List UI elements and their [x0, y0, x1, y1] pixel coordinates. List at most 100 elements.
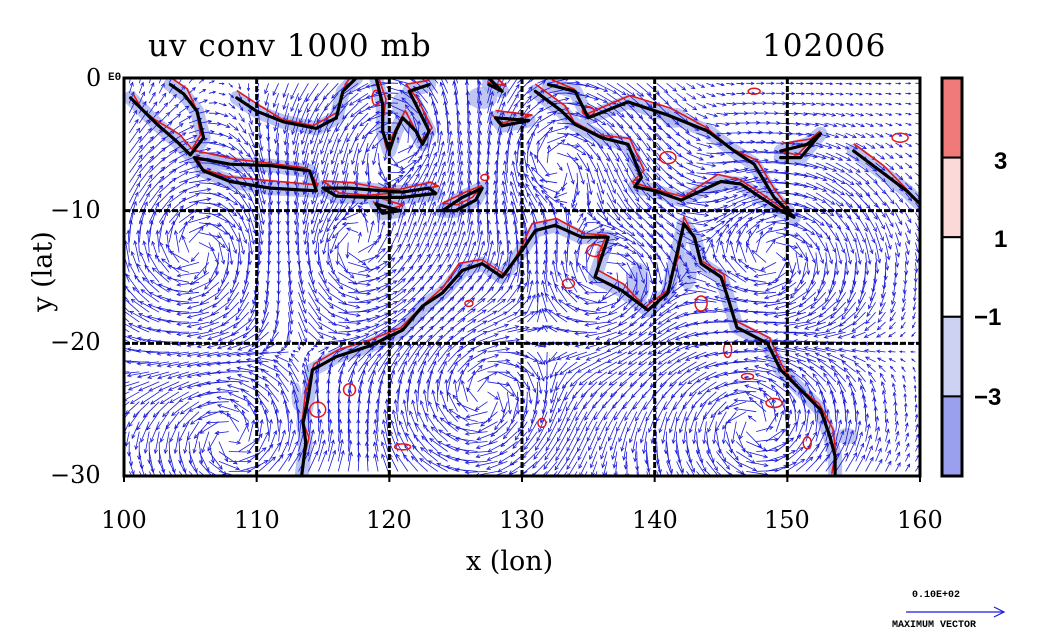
wind-vector-1796	[487, 286, 504, 303]
wind-vector-950	[825, 192, 845, 207]
wind-vector-1794	[467, 286, 485, 303]
wind-vector-1350	[825, 242, 833, 265]
wind-vector-809	[218, 182, 239, 195]
wind-vector-1228	[407, 210, 416, 233]
wind-vector-1938	[308, 321, 324, 340]
wind-vector-2765	[566, 421, 578, 443]
wind-vector-3146	[381, 453, 389, 472]
wind-vector-3164	[563, 471, 568, 476]
wind-vector-830	[427, 161, 438, 183]
wind-vector-763	[544, 172, 558, 177]
wind-vector-1696	[288, 292, 294, 315]
wind-vector-1290	[228, 242, 234, 266]
wind-vector-697	[696, 162, 717, 168]
wind-vector-164	[168, 93, 177, 104]
wind-vector-346	[367, 122, 389, 134]
wind-vector-1552	[447, 252, 460, 273]
wind-vector-1438	[904, 252, 909, 266]
wind-vector-253	[257, 113, 262, 128]
wind-vector-2477	[891, 373, 896, 382]
wind-vector-886	[188, 187, 212, 194]
wind-vector-1546	[387, 255, 404, 273]
wind-vector-1308	[407, 221, 417, 243]
wind-vector-1418	[706, 238, 713, 253]
wind-vector-1889	[595, 311, 618, 320]
wind-vector-1837	[890, 302, 896, 314]
wind-vector-1954	[467, 309, 487, 323]
wind-vector-3195	[875, 458, 883, 472]
wind-vector-349	[404, 104, 419, 124]
y-tick-minus20: −20	[50, 328, 101, 356]
wind-vector-1483	[554, 239, 559, 263]
wind-vector-1063	[341, 212, 359, 221]
wind-vector-2275	[477, 354, 500, 363]
wind-vector-150	[825, 92, 835, 96]
wind-vector-411	[238, 132, 249, 146]
wind-vector-3117	[895, 451, 901, 462]
wind-vector-1846	[166, 308, 190, 314]
wind-vector-1384	[367, 233, 382, 253]
wind-vector-1365	[173, 229, 180, 253]
wind-vector-299	[716, 112, 729, 117]
wind-vector-442	[547, 125, 570, 134]
wind-vector-671	[437, 140, 445, 164]
wind-vector-1744	[743, 288, 767, 293]
wind-vector-1250	[626, 232, 645, 247]
wind-vector-1016	[686, 202, 710, 208]
wind-vector-2941	[736, 441, 753, 458]
wind-vector-2349	[417, 351, 429, 373]
wind-vector-158	[905, 92, 912, 95]
wind-vector-424	[358, 132, 369, 154]
wind-vector-478	[905, 132, 913, 137]
wind-vector-75	[875, 82, 882, 85]
wind-vector-1421	[735, 229, 742, 253]
wind-vector-748	[407, 155, 423, 174]
wind-vector-35	[477, 78, 479, 84]
wind-vector-2389	[796, 360, 817, 373]
wind-vector-343	[346, 122, 359, 143]
wind-vector-1684	[149, 279, 170, 293]
wind-vector-1715	[477, 274, 492, 293]
wind-vector-1253	[656, 232, 674, 249]
wind-vector-95	[272, 93, 279, 108]
wind-vector-1861	[338, 311, 361, 318]
wind-vector-1799	[517, 281, 528, 303]
wind-vector-80	[128, 81, 134, 94]
wind-vector-769	[616, 172, 628, 194]
wind-vector-1523	[147, 252, 160, 273]
wind-vector-695	[676, 162, 696, 174]
wind-vector-2396	[878, 364, 886, 373]
wind-vector-1541	[338, 272, 358, 285]
wind-vector-1391	[437, 231, 447, 253]
wind-vector-40	[527, 78, 537, 84]
wind-vector-1709	[417, 275, 434, 293]
wind-vector-1431	[835, 252, 840, 276]
wind-vector-314	[865, 112, 874, 117]
wind-vector-1607	[176, 281, 200, 287]
wind-vector-1678	[902, 282, 907, 295]
wind-vector-1491	[636, 262, 645, 284]
max-vector-arrow	[906, 606, 1006, 618]
wind-vector-688	[606, 162, 617, 184]
wind-vector-307	[795, 111, 808, 117]
wind-vector-276	[487, 90, 494, 114]
wind-vector-2615	[666, 401, 677, 423]
wind-vector-1996	[876, 321, 886, 331]
wind-vector-67	[795, 81, 805, 86]
wind-vector-1167	[596, 222, 617, 231]
wind-vector-1278	[905, 232, 911, 245]
wind-vector-759	[513, 150, 518, 173]
wind-vector-1752	[833, 292, 847, 312]
wind-vector-60	[726, 82, 735, 86]
wind-vector-971	[238, 202, 251, 223]
wind-vector-1697	[298, 292, 307, 314]
wind-vector-431	[434, 110, 439, 134]
wind-vector-227	[795, 101, 807, 106]
wind-vector-1702	[348, 291, 372, 296]
wind-vector-573	[258, 152, 266, 176]
wind-vector-2077	[888, 331, 896, 338]
wind-vector-1989	[793, 321, 816, 329]
wind-vector-1264	[766, 226, 789, 233]
wind-vector-1745	[753, 291, 777, 296]
wind-vector-1051	[238, 212, 249, 234]
